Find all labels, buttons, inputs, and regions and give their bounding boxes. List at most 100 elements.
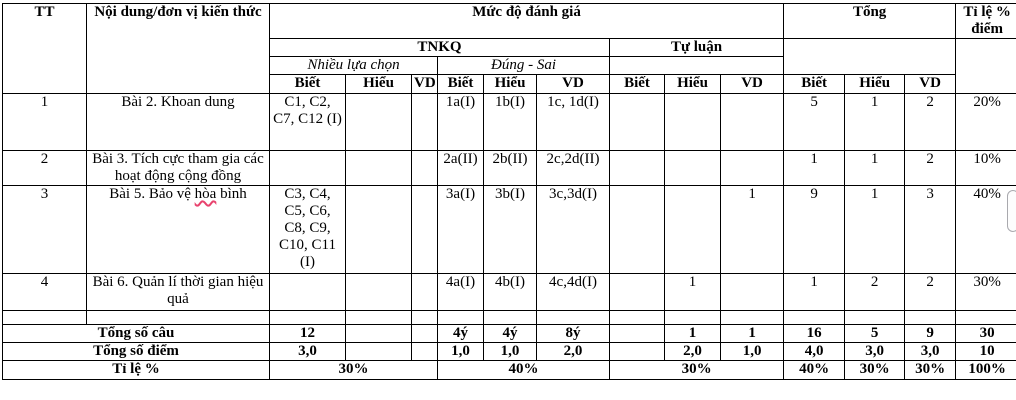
header-multiple-choice: Nhiều lựa chọn bbox=[269, 56, 438, 75]
cell-total-know: 1 bbox=[783, 150, 846, 186]
topic-name-text: Bài 3. Tích cực tham gia các hoạt động c… bbox=[92, 151, 264, 185]
total-questions-label: Tổng số câu bbox=[2, 324, 270, 343]
cell-total-understand: 3,0 bbox=[844, 342, 906, 361]
cell-total-understand: 2 bbox=[844, 273, 906, 311]
cell-tf-understand: 1,0 bbox=[483, 342, 537, 361]
cell-percent: 10% bbox=[955, 150, 1016, 186]
header-essay-understand: Hiểu bbox=[664, 74, 721, 94]
header-essay: Tự luận bbox=[608, 38, 785, 57]
cell-essay-know bbox=[609, 273, 665, 311]
cell-mc-know: 12 bbox=[269, 324, 346, 343]
cell-mc-know bbox=[269, 150, 346, 186]
cell-tf-know: 1a(I) bbox=[437, 93, 484, 151]
cell-percent: 30% bbox=[955, 273, 1016, 311]
header-total-understand: Hiểu bbox=[844, 74, 906, 94]
cell-tf-apply: 2c,2d(II) bbox=[536, 150, 610, 186]
cell-mc-know: C1, C2, C7, C12 (I) bbox=[269, 93, 346, 151]
empty-cell bbox=[437, 310, 484, 325]
cell-mc-apply bbox=[411, 324, 438, 343]
empty-cell bbox=[483, 310, 537, 325]
cell-tf-know: 2a(II) bbox=[437, 150, 484, 186]
header-essay-apply: VD bbox=[719, 74, 785, 94]
cell-tf-apply: 4c,4d(I) bbox=[536, 273, 610, 311]
cell-essay-know bbox=[609, 150, 665, 186]
row-number: 2 bbox=[2, 150, 87, 186]
empty-cell bbox=[411, 310, 438, 325]
total-points-row: Tổng số điểm 3,0 1,0 1,0 2,0 2,0 1,0 4,0… bbox=[2, 342, 1016, 361]
header-assessment: Mức độ đánh giá bbox=[268, 3, 785, 39]
header-spacer-percent bbox=[955, 38, 1016, 94]
total-points-label: Tổng số điểm bbox=[2, 342, 270, 361]
table-row: 1 Bài 2. Khoan dung C1, C2, C7, C12 (I) … bbox=[2, 93, 1016, 151]
cell-tf-know: 3a(I) bbox=[437, 185, 484, 274]
cell-essay-apply bbox=[719, 273, 785, 311]
header-tt: TT bbox=[2, 3, 87, 94]
cell-percent: 20% bbox=[955, 93, 1016, 151]
percentage-label: Tỉ lệ % bbox=[2, 360, 270, 380]
header-row-3: Nhiều lựa chọn Đúng - Sai bbox=[3, 56, 1016, 75]
spellcheck-marked-word: hòa bbox=[194, 186, 217, 203]
row-number: 4 bbox=[2, 273, 87, 311]
table-row: 3 Bài 5. Bảo vệ hòa bình C3, C4, C5, C6,… bbox=[2, 185, 1016, 274]
cell-tf-know: 1,0 bbox=[437, 342, 484, 361]
cell-tf-apply: 1c, 1d(I) bbox=[536, 93, 610, 151]
cell-mc-know bbox=[269, 273, 346, 311]
cell-mc-apply bbox=[411, 185, 438, 274]
cell-tf-understand: 4ý bbox=[483, 324, 537, 343]
cell-essay-know bbox=[609, 324, 665, 343]
cell-tf-understand: 4b(I) bbox=[483, 273, 537, 311]
cell-total-apply: 3,0 bbox=[904, 342, 957, 361]
cell-tf-apply: 8ý bbox=[536, 324, 610, 343]
cell-essay-apply: 1 bbox=[719, 185, 785, 274]
header-true-false: Đúng - Sai bbox=[437, 56, 610, 75]
percent-total-understand: 30% bbox=[844, 360, 906, 380]
topic-name-text: Bài 6. Quản lí thời gian hiệu quả bbox=[92, 274, 264, 308]
header-tf-understand: Hiểu bbox=[483, 74, 537, 94]
cell-percent: 40% bbox=[955, 185, 1016, 274]
cell-essay-apply bbox=[719, 150, 785, 186]
cell-tf-know: 4a(I) bbox=[437, 273, 484, 311]
cell-mc-apply bbox=[411, 342, 438, 361]
cell-essay-apply: 1,0 bbox=[719, 342, 785, 361]
row-number: 1 bbox=[2, 93, 87, 151]
total-questions-row: Tổng số câu 12 4ý 4ý 8ý 1 1 16 5 9 30 bbox=[2, 324, 1016, 343]
topic-name-text: Bài 5. Bảo vệ bbox=[109, 186, 195, 203]
cell-essay-apply: 1 bbox=[719, 324, 785, 343]
percentage-row: Tỉ lệ % 30% 40% 30% 40% 30% 30% 100% bbox=[2, 360, 1016, 380]
cell-tf-know: 4ý bbox=[437, 324, 484, 343]
cell-essay-understand bbox=[664, 185, 721, 274]
header-mc-know: Biết bbox=[269, 74, 346, 94]
cell-total-know: 1 bbox=[783, 273, 846, 311]
percent-tf: 40% bbox=[437, 360, 610, 380]
cell-tf-understand: 2b(II) bbox=[483, 150, 537, 186]
scrollbar-thumb[interactable] bbox=[1007, 190, 1016, 232]
empty-cell bbox=[609, 310, 665, 325]
table-row: 4 Bài 6. Quản lí thời gian hiệu quả 4a(I… bbox=[2, 273, 1016, 311]
cell-mc-know: 3,0 bbox=[269, 342, 346, 361]
percent-overall: 100% bbox=[955, 360, 1016, 380]
topic-name-tail: bình bbox=[216, 186, 247, 203]
cell-percent: 30 bbox=[955, 324, 1016, 343]
cell-mc-apply bbox=[411, 150, 438, 186]
cell-essay-know bbox=[609, 185, 665, 274]
cell-total-understand: 1 bbox=[844, 93, 906, 151]
cell-tf-apply: 3c,3d(I) bbox=[536, 185, 610, 274]
empty-cell bbox=[536, 310, 610, 325]
header-tf-know: Biết bbox=[437, 74, 484, 94]
percent-mc: 30% bbox=[269, 360, 438, 380]
topic-name: Bài 5. Bảo vệ hòa bình bbox=[86, 185, 270, 274]
document-page: TT Nội dung/đơn vị kiến thức Mức độ đánh… bbox=[2, 3, 1016, 380]
cell-essay-know bbox=[609, 342, 665, 361]
cell-mc-understand bbox=[345, 93, 412, 151]
cell-mc-know: C3, C4, C5, C6, C8, C9, C10, C11 (I) bbox=[269, 185, 346, 274]
empty-cell bbox=[844, 310, 906, 325]
cell-mc-understand bbox=[345, 273, 412, 311]
cell-mc-understand bbox=[345, 150, 412, 186]
empty-row bbox=[2, 310, 1016, 325]
header-tf-apply: VD bbox=[536, 74, 610, 94]
cell-essay-understand: 1 bbox=[664, 273, 721, 311]
topic-name: Bài 2. Khoan dung bbox=[86, 93, 270, 151]
empty-cell bbox=[719, 310, 785, 325]
cell-total-understand: 5 bbox=[844, 324, 906, 343]
header-mc-apply: VD bbox=[411, 74, 438, 94]
